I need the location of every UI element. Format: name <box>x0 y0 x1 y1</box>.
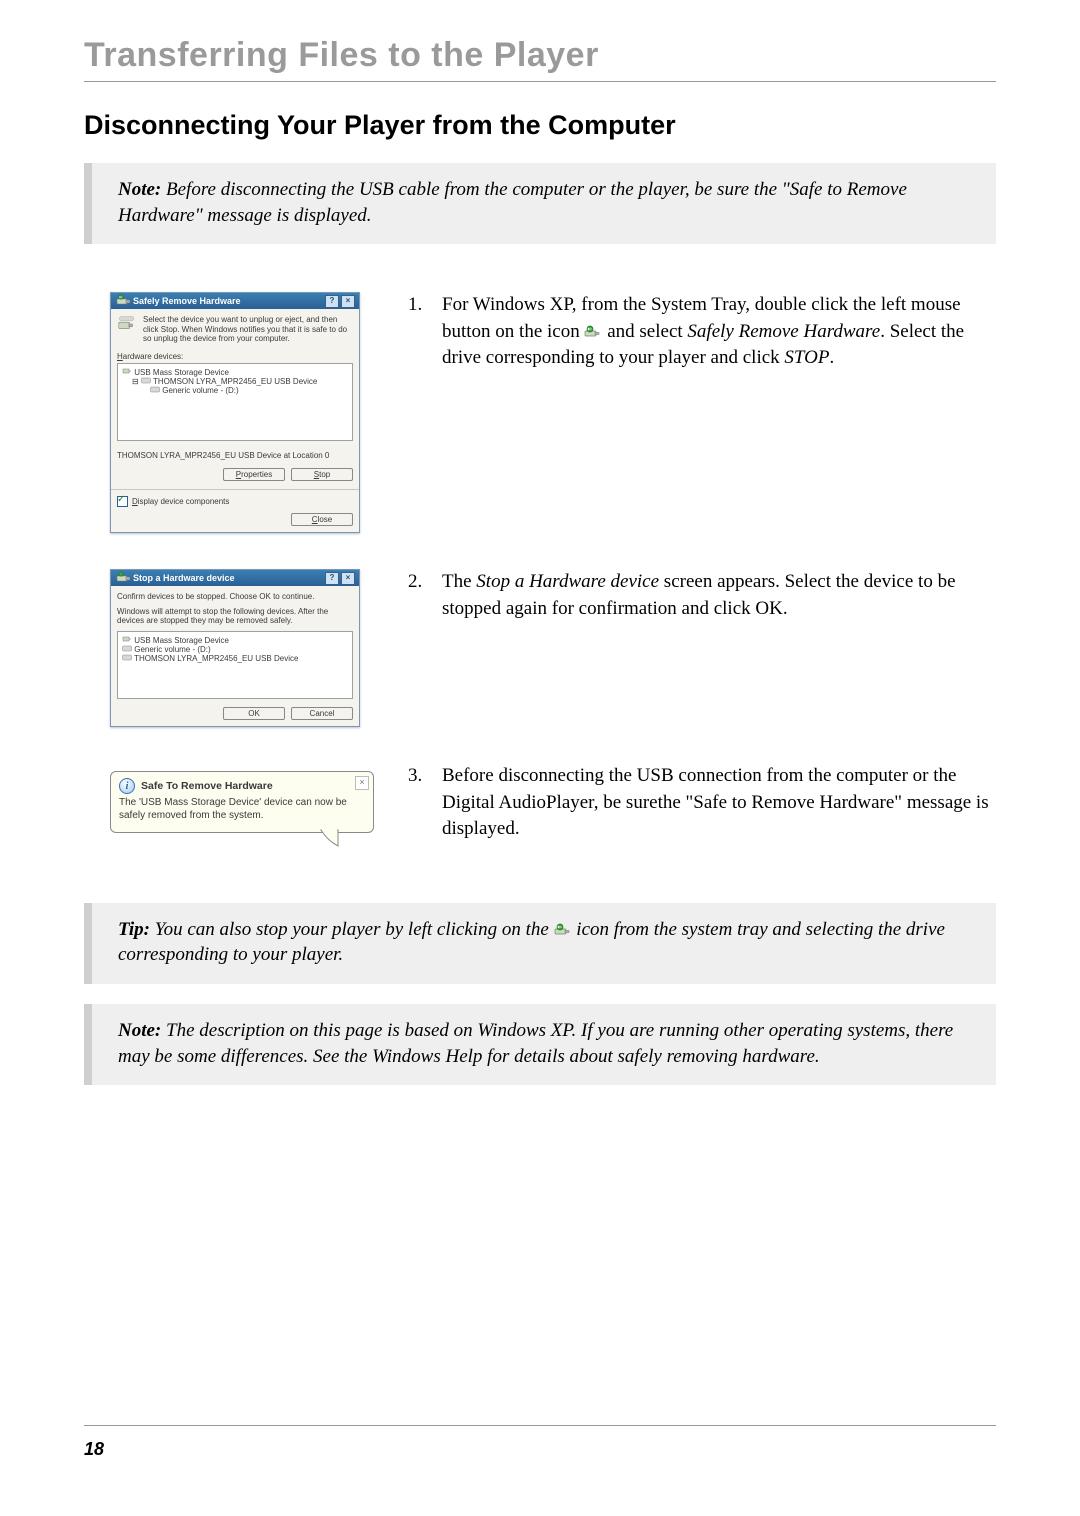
dialog-title-text: Safely Remove Hardware <box>133 293 241 309</box>
page-number: 18 <box>84 1439 104 1460</box>
dialog-close-button[interactable]: × <box>341 295 355 308</box>
list-item[interactable]: THOMSON LYRA_MPR2456_EU USB Device <box>122 654 348 663</box>
tip-box: Tip: You can also stop your player by le… <box>84 903 996 984</box>
hardware-devices-label: HHardware devices:ardware devices: <box>117 352 353 361</box>
step-text: 3. Before disconnecting the USB connecti… <box>374 763 996 843</box>
eject-tray-icon <box>584 321 602 335</box>
balloon-safe-to-remove: × i Safe To Remove Hardware The 'USB Mas… <box>110 771 374 833</box>
list-item[interactable]: USB Mass Storage Device <box>122 634 348 645</box>
dialog-stop-hardware-device: Stop a Hardware device ? × Confirm devic… <box>110 569 360 727</box>
usb-icon <box>115 293 133 309</box>
stop-devices-list[interactable]: USB Mass Storage Device Generic volume -… <box>117 631 353 699</box>
steps-area: Safely Remove Hardware ? × <box>84 292 996 843</box>
step-text: 2. The Stop a Hardware device screen app… <box>374 569 996 622</box>
ok-button[interactable]: OK <box>223 707 285 720</box>
note-label: Note: <box>118 179 161 200</box>
balloon-close-button[interactable]: × <box>355 776 369 790</box>
dialog-safely-remove-hardware: Safely Remove Hardware ? × <box>110 292 360 533</box>
tip-label: Tip: <box>118 919 150 940</box>
dialog-description: Select the device you want to unplug or … <box>143 315 353 344</box>
dialog-close-button[interactable]: × <box>341 572 355 585</box>
dialog-help-button[interactable]: ? <box>325 295 339 308</box>
note-box-1: Note: Before disconnecting the USB cable… <box>84 163 996 244</box>
step-row: × i Safe To Remove Hardware The 'USB Mas… <box>84 763 996 843</box>
dialog-line2: Windows will attempt to stop the followi… <box>117 607 353 625</box>
list-item[interactable]: Generic volume - (D:) <box>122 386 348 395</box>
dialog-help-button[interactable]: ? <box>325 572 339 585</box>
note-text: Before disconnecting the USB cable from … <box>118 179 907 226</box>
display-components-label: Display device components <box>132 497 229 506</box>
list-item[interactable]: ⊟ THOMSON LYRA_MPR2456_EU USB Device <box>122 377 348 386</box>
note-text: The description on this page is based on… <box>118 1020 953 1067</box>
chapter-title: Transferring Files to the Player <box>84 36 996 75</box>
usb-icon <box>115 570 133 586</box>
list-item[interactable]: Generic volume - (D:) <box>122 645 348 654</box>
display-components-checkbox[interactable] <box>117 496 128 507</box>
step-row: Stop a Hardware device ? × Confirm devic… <box>84 569 996 727</box>
hardware-devices-list[interactable]: USB Mass Storage Device ⊟ THOMSON LYRA_M… <box>117 363 353 441</box>
note-box-2: Note: The description on this page is ba… <box>84 1004 996 1085</box>
footer-rule <box>84 1425 996 1426</box>
cancel-button[interactable]: Cancel <box>291 707 353 720</box>
note-label: Note: <box>118 1020 161 1041</box>
dialog-title-text: Stop a Hardware device <box>133 570 235 586</box>
balloon-tail-icon <box>320 829 346 847</box>
list-item[interactable]: USB Mass Storage Device <box>122 366 348 377</box>
balloon-title: i Safe To Remove Hardware <box>119 778 365 794</box>
step-number: 1. <box>408 292 442 372</box>
dialog-titlebar: Safely Remove Hardware ? × <box>111 293 359 309</box>
balloon-body: The 'USB Mass Storage Device' device can… <box>119 797 365 822</box>
properties-button[interactable]: Properties <box>223 468 285 481</box>
step-row: Safely Remove Hardware ? × <box>84 292 996 533</box>
title-rule <box>84 81 996 82</box>
dialog-line1: Confirm devices to be stopped. Choose OK… <box>117 592 353 601</box>
eject-tray-icon <box>554 919 572 933</box>
dialog-titlebar: Stop a Hardware device ? × <box>111 570 359 586</box>
info-icon: i <box>119 778 135 794</box>
close-button[interactable]: Close <box>291 513 353 526</box>
stop-button[interactable]: Stop <box>291 468 353 481</box>
tip-text-before: You can also stop your player by left cl… <box>150 919 554 940</box>
step-number: 2. <box>408 569 442 622</box>
section-title: Disconnecting Your Player from the Compu… <box>84 110 996 141</box>
step-number: 3. <box>408 763 442 843</box>
device-location-text: THOMSON LYRA_MPR2456_EU USB Device at Lo… <box>117 451 353 460</box>
step-text: 1. For Windows XP, from the System Tray,… <box>374 292 996 372</box>
usb-large-icon <box>117 315 137 333</box>
